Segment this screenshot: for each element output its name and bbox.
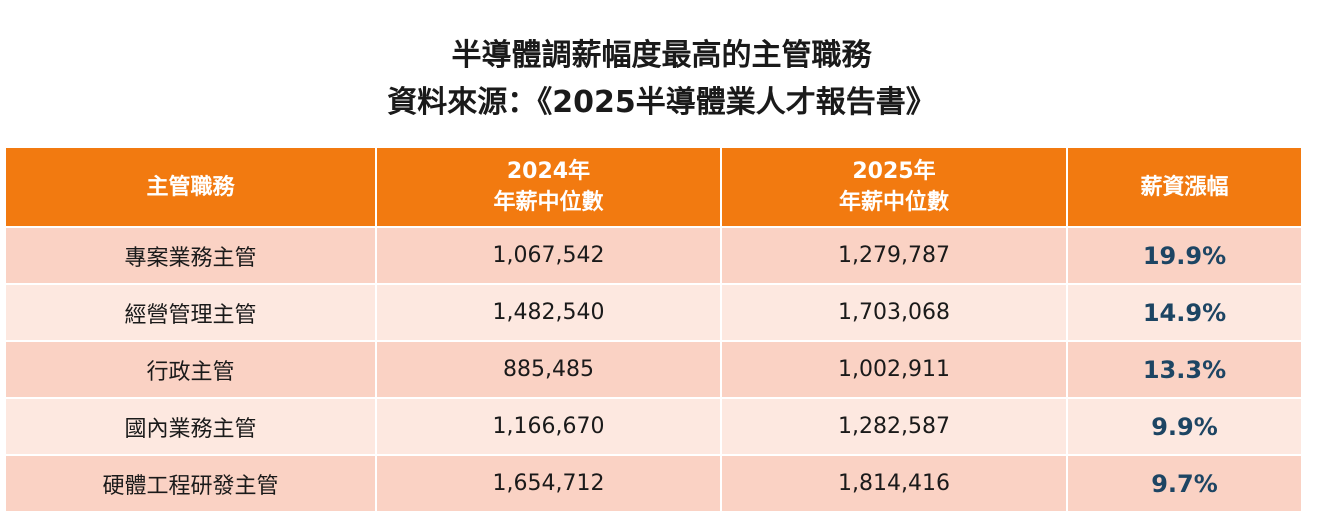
salary-2025-cell: 1,703,068	[721, 283, 1068, 341]
salary-2025-cell: 1,002,911	[721, 340, 1068, 398]
role-cell: 國內業務主管	[6, 397, 377, 455]
table-row: 經營管理主管 1,482,540 1,703,068 14.9%	[6, 283, 1301, 341]
salary-2024-cell: 885,485	[376, 340, 722, 398]
header-role: 主管職務	[6, 148, 377, 227]
header-2024-label: 年薪中位數	[493, 190, 604, 215]
role-cell: 經營管理主管	[6, 283, 377, 341]
role-cell: 硬體工程研發主管	[6, 454, 377, 511]
role-cell: 行政主管	[6, 340, 377, 398]
salary-2025-cell: 1,814,416	[721, 454, 1068, 511]
header-2024-year: 2024年	[506, 159, 591, 184]
header-growth: 薪資漲幅	[1067, 148, 1301, 227]
table-row: 國內業務主管 1,166,670 1,282,587 9.9%	[6, 397, 1301, 455]
salary-2024-cell: 1,166,670	[376, 397, 722, 455]
growth-cell: 14.9%	[1067, 283, 1301, 341]
salary-2024-cell: 1,067,542	[376, 226, 722, 284]
chart-title: 半導體調薪幅度最高的主管職務	[451, 38, 872, 73]
salary-2025-cell: 1,279,787	[721, 226, 1068, 284]
role-cell: 專案業務主管	[6, 226, 377, 284]
growth-cell: 9.9%	[1067, 397, 1301, 455]
chart-subtitle: 資料來源：《2025半導體業人才報告書》	[387, 85, 936, 120]
salary-2024-cell: 1,654,712	[376, 454, 722, 511]
table-row: 專案業務主管 1,067,542 1,279,787 19.9%	[6, 226, 1301, 284]
table-row: 硬體工程研發主管 1,654,712 1,814,416 9.7%	[6, 454, 1301, 511]
salary-table: 主管職務 2024年 年薪中位數 2025年 年薪中位數 薪資漲幅 專案業務主管…	[6, 148, 1301, 511]
salary-2025-cell: 1,282,587	[721, 397, 1068, 455]
salary-2024-cell: 1,482,540	[376, 283, 722, 341]
growth-cell: 19.9%	[1067, 226, 1301, 284]
header-2025-label: 年薪中位數	[838, 190, 949, 215]
header-row: 主管職務 2024年 年薪中位數 2025年 年薪中位數 薪資漲幅	[6, 148, 1301, 227]
header-2025-year: 2025年	[852, 159, 936, 184]
growth-cell: 9.7%	[1067, 454, 1301, 511]
header-role-label: 主管職務	[146, 174, 235, 200]
table-row: 行政主管 885,485 1,002,911 13.3%	[6, 340, 1301, 398]
header-growth-label: 薪資漲幅	[1140, 174, 1229, 200]
header-2024: 2024年 年薪中位數	[376, 148, 722, 227]
growth-cell: 13.3%	[1067, 340, 1301, 398]
header-2025: 2025年 年薪中位數	[721, 148, 1068, 227]
